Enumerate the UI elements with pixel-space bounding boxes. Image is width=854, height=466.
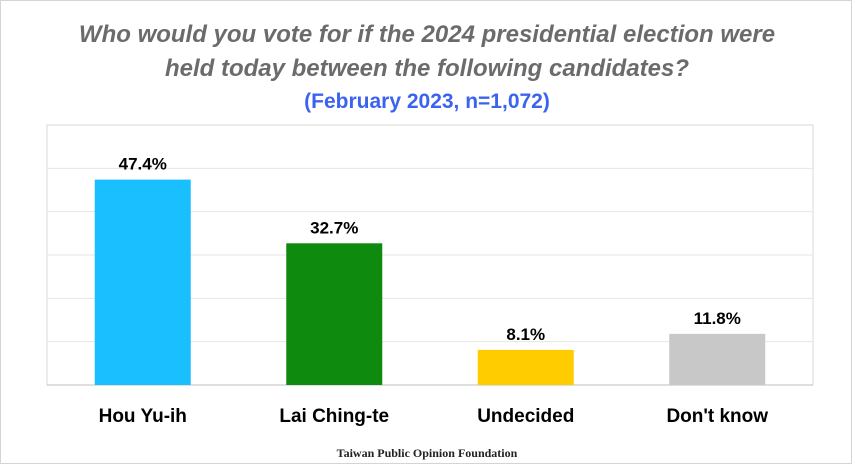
data-label: 47.4% bbox=[119, 155, 167, 174]
bar bbox=[477, 349, 574, 385]
chart-title-line-2: held today between the following candida… bbox=[164, 55, 690, 82]
category-label: Don't know bbox=[666, 406, 768, 427]
bar bbox=[286, 243, 383, 385]
bar bbox=[94, 179, 191, 385]
chart-title-line-1: Who would you vote for if the 2024 presi… bbox=[78, 21, 776, 48]
bar bbox=[669, 333, 766, 385]
source-footer: Taiwan Public Opinion Foundation bbox=[336, 446, 518, 460]
category-label: Lai Ching-te bbox=[279, 406, 389, 427]
chart-subtitle: (February 2023, n=1,072) bbox=[304, 90, 550, 113]
category-label: Undecided bbox=[477, 406, 574, 427]
category-label: Hou Yu-ih bbox=[99, 406, 187, 427]
data-label: 8.1% bbox=[506, 325, 545, 344]
data-label: 32.7% bbox=[310, 218, 358, 237]
data-label: 11.8% bbox=[694, 309, 741, 328]
